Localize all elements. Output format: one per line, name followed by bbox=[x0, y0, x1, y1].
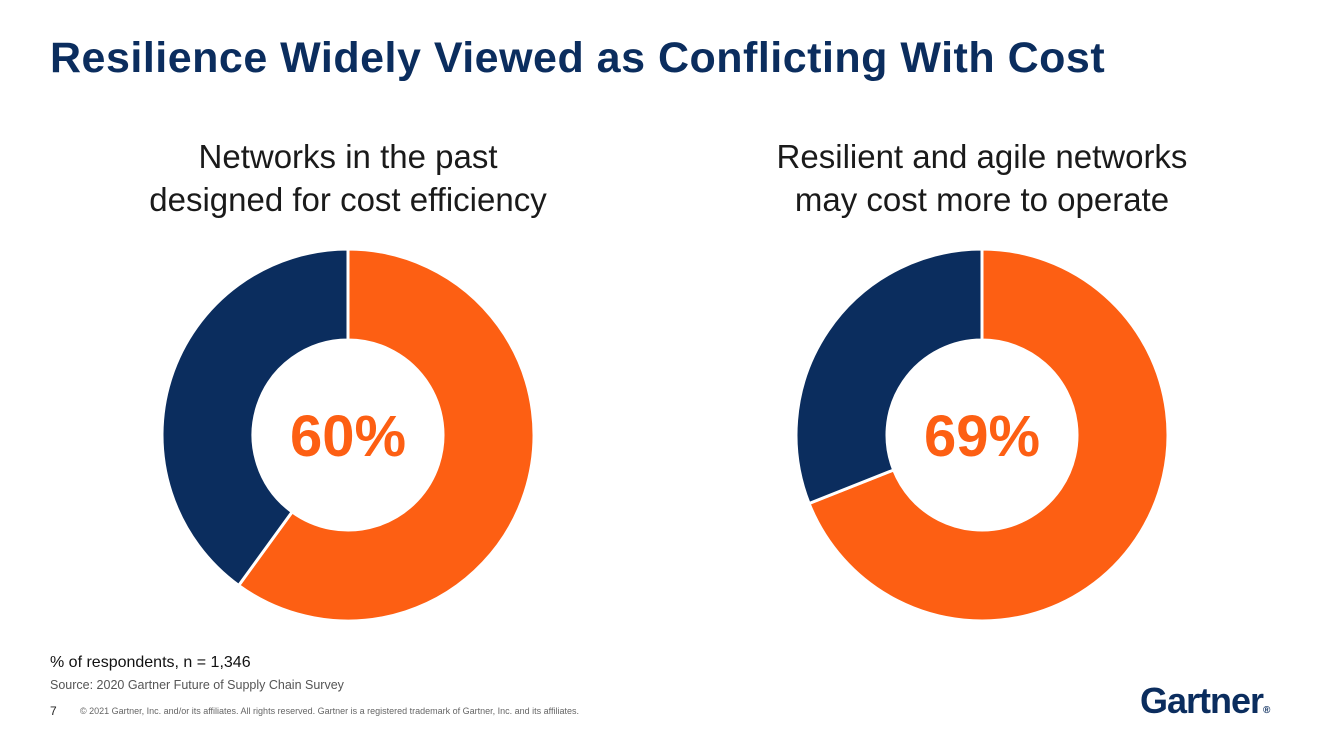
logo-text: Gartner bbox=[1140, 680, 1264, 721]
gartner-logo: Gartner® bbox=[1140, 680, 1270, 722]
donut-chart-past-networks: Networks in the past designed for cost e… bbox=[28, 135, 668, 635]
center-percent-label: 60% bbox=[290, 404, 406, 469]
donut-slice-1 bbox=[794, 247, 984, 506]
chart-title-line: Networks in the past bbox=[198, 138, 498, 175]
donut-svg: 69% bbox=[794, 247, 1170, 623]
donut-slice-1 bbox=[160, 247, 350, 588]
donut-slice-0 bbox=[236, 247, 536, 623]
donut-slice-0 bbox=[807, 247, 1170, 623]
chart-title-line: Resilient and agile networks bbox=[776, 138, 1188, 175]
page-title: Resilience Widely Viewed as Conflicting … bbox=[50, 34, 1106, 82]
chart-title: Resilient and agile networks may cost mo… bbox=[662, 135, 1302, 221]
source-note: Source: 2020 Gartner Future of Supply Ch… bbox=[50, 678, 344, 692]
chart-title-line: designed for cost efficiency bbox=[149, 181, 547, 218]
registered-mark: ® bbox=[1263, 705, 1271, 716]
donut-chart-resilient-networks: Resilient and agile networks may cost mo… bbox=[662, 135, 1302, 635]
page-number: 7 bbox=[50, 704, 57, 718]
center-percent-label: 69% bbox=[924, 404, 1040, 469]
chart-title: Networks in the past designed for cost e… bbox=[28, 135, 668, 221]
chart-title-line: may cost more to operate bbox=[794, 181, 1170, 218]
copyright-notice: © 2021 Gartner, Inc. and/or its affiliat… bbox=[80, 706, 580, 716]
footnote: % of respondents, n = 1,346 bbox=[50, 654, 251, 671]
donut-svg: 60% bbox=[160, 247, 536, 623]
